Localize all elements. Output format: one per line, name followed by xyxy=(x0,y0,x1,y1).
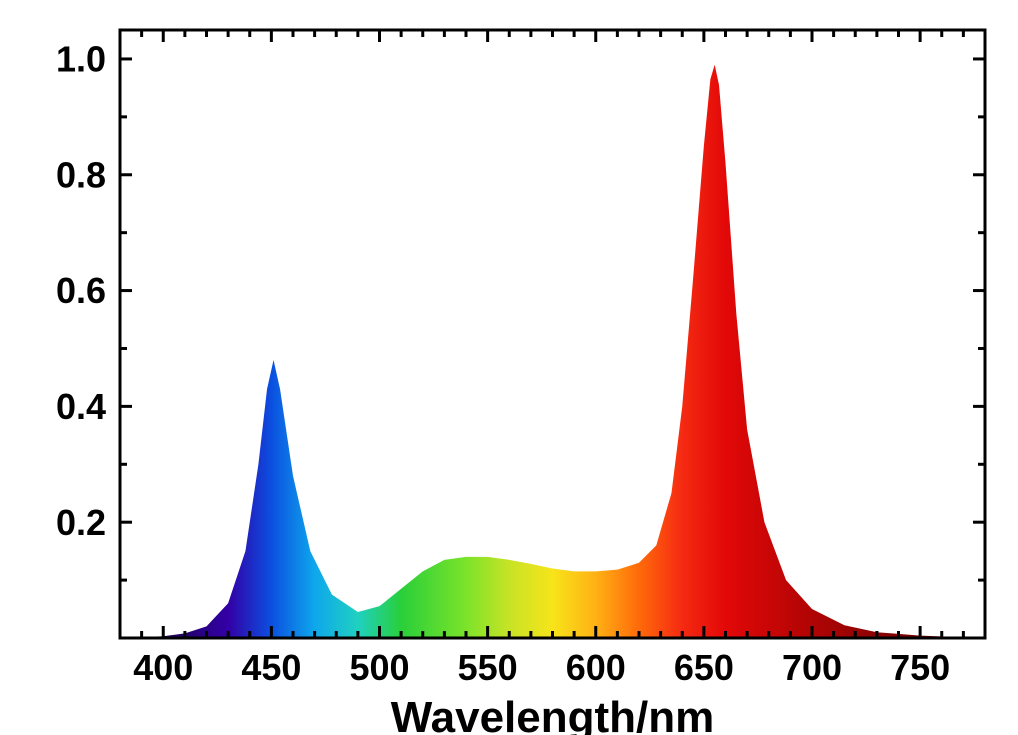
y-tick-label: 1.0 xyxy=(56,39,106,80)
x-tick-label: 600 xyxy=(566,647,626,688)
y-tick-label: 0.8 xyxy=(56,154,106,195)
x-tick-label: 700 xyxy=(782,647,842,688)
x-tick-label: 550 xyxy=(458,647,518,688)
x-tick-label: 750 xyxy=(890,647,950,688)
y-tick-label: 0.4 xyxy=(56,386,106,427)
y-tick-label: 0.2 xyxy=(56,502,106,543)
spectrum-chart: 400 450 500 550 600 650 700 750 0.2 0.4 0.6 0.8 1.0 W… xyxy=(0,0,1018,735)
x-tick-label: 500 xyxy=(349,647,409,688)
x-tick-label: 650 xyxy=(674,647,734,688)
chart-svg: 400 450 500 550 600 650 700 750 0.2 0.4 0.6 0.8 1.0 W… xyxy=(0,0,1018,735)
x-tick-label: 450 xyxy=(241,647,301,688)
y-tick-label: 0.6 xyxy=(56,270,106,311)
x-axis-title: Wavelength/nm xyxy=(391,693,715,735)
x-tick-label: 400 xyxy=(133,647,193,688)
